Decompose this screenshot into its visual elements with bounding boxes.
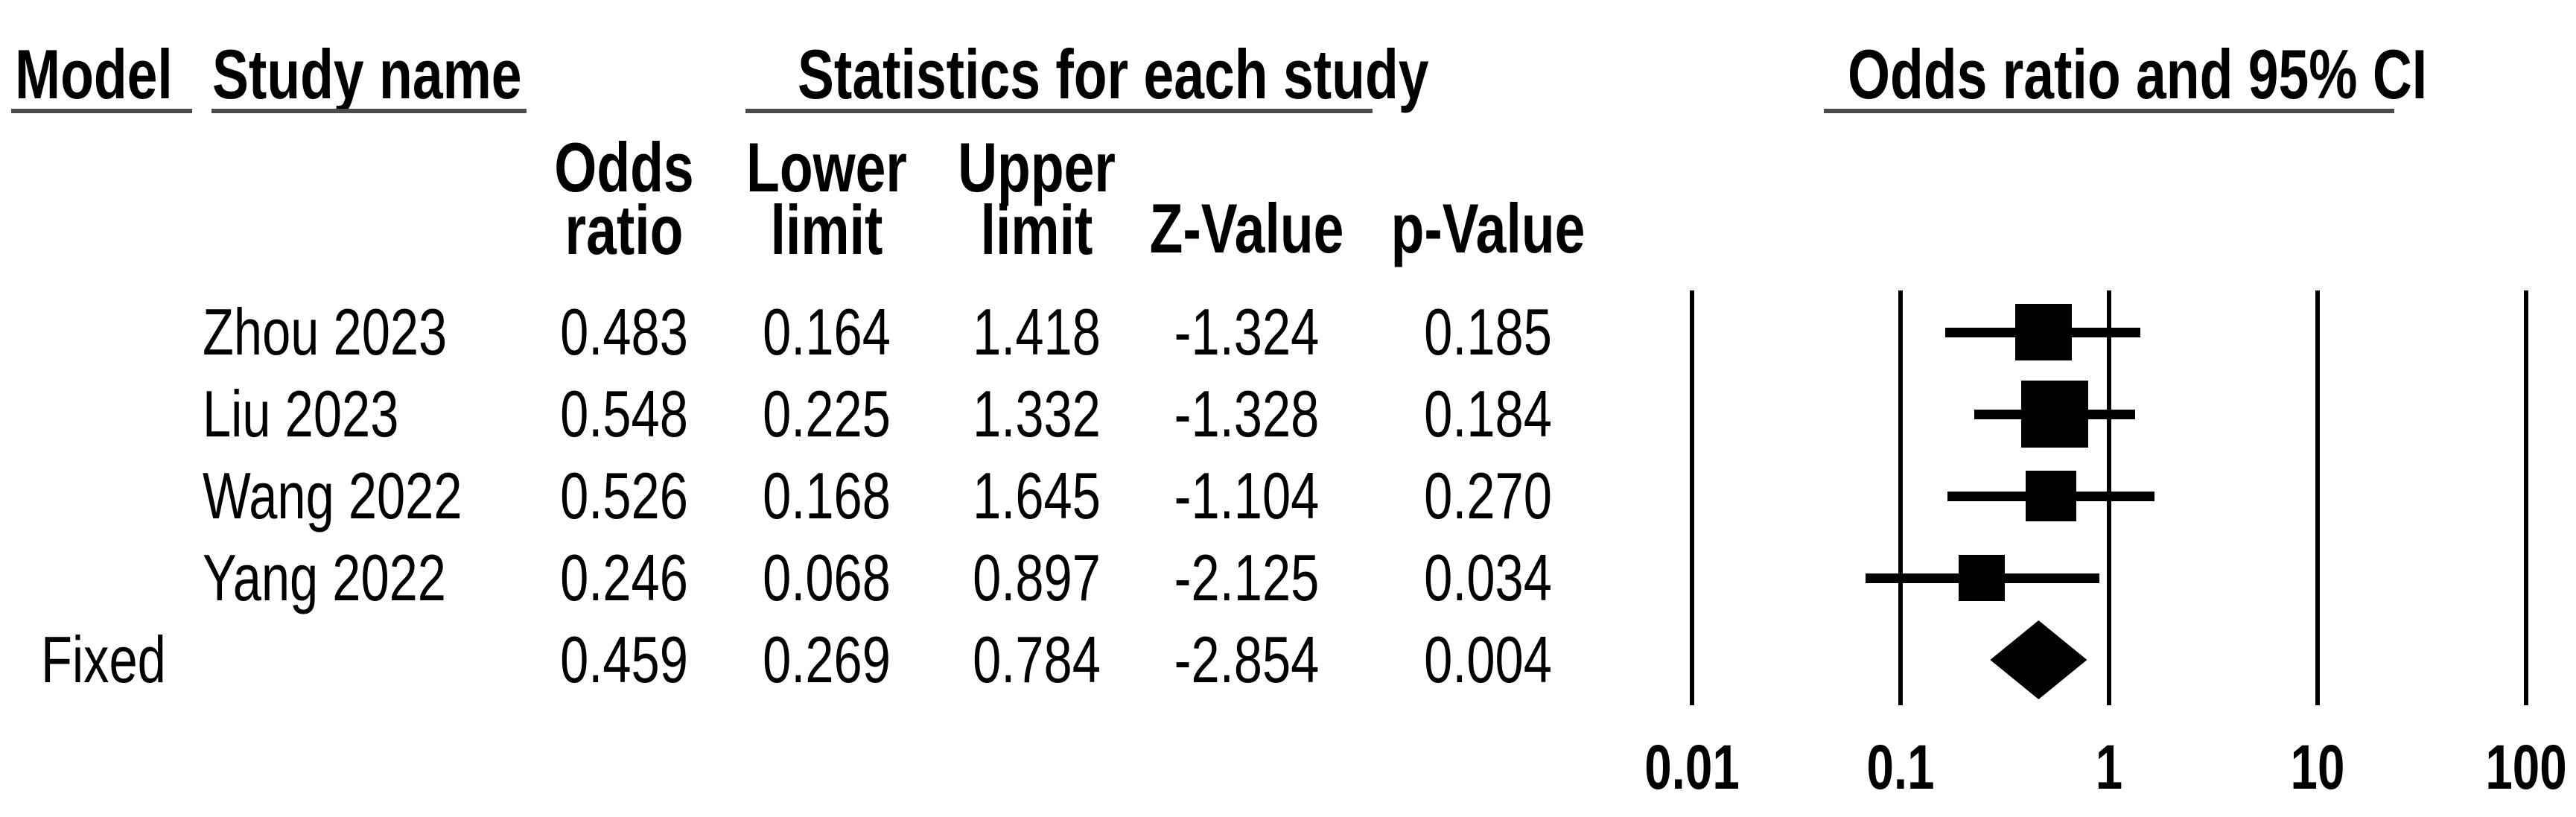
x-tick-label: 0.01: [1644, 732, 1740, 802]
z-value-cell: -1.324: [1174, 295, 1320, 369]
x-tick-label: 100: [2485, 732, 2567, 802]
study-column-header: Study name: [212, 35, 522, 113]
z-value-cell: -1.328: [1174, 377, 1320, 451]
study-cell: Wang 2022: [203, 459, 462, 533]
or-square-marker: [2014, 304, 2072, 360]
upper-limit-cell: 0.784: [973, 623, 1101, 696]
model-header-underline: [11, 109, 192, 113]
odds-ratio-cell: 0.526: [560, 459, 688, 533]
stats-column-header-limit: Lower limit: [746, 128, 907, 269]
x-tick-label: 0.1: [1866, 732, 1935, 802]
lower-limit-cell: 0.164: [763, 295, 891, 369]
z-value-cell: -1.104: [1174, 459, 1320, 533]
or-square-marker: [2020, 381, 2088, 448]
lower-limit-cell: 0.269: [763, 623, 891, 696]
p-value-cell: 0.184: [1424, 377, 1552, 451]
odds-ratio-cell: 0.459: [560, 623, 688, 696]
upper-limit-cell: 1.645: [973, 459, 1101, 533]
study-header-underline: [212, 109, 527, 113]
stats-header-underline: [745, 109, 1373, 113]
stats-group-header: Statistics for each study: [798, 35, 1429, 113]
x-tick-label: 10: [2290, 732, 2345, 802]
x-gridline: [2524, 290, 2528, 705]
x-gridline: [1898, 290, 1903, 705]
lower-limit-cell: 0.168: [763, 459, 891, 533]
upper-limit-cell: 1.332: [973, 377, 1101, 451]
x-gridline: [1690, 290, 1694, 705]
odds-ratio-cell: 0.246: [560, 541, 688, 614]
study-cell: Liu 2023: [203, 377, 399, 451]
study-cell: Yang 2022: [203, 541, 446, 614]
z-value-cell: -2.854: [1174, 623, 1320, 696]
p-value-cell: 0.034: [1424, 541, 1552, 614]
stats-column-header-limit: Upper limit: [958, 128, 1116, 269]
p-value-cell: 0.004: [1424, 623, 1552, 696]
or-square-marker: [2025, 471, 2076, 521]
x-gridline: [2315, 290, 2320, 705]
stats-column-header-z-value: Z-Value: [1149, 189, 1344, 267]
model-cell: Fixed: [41, 623, 166, 696]
stats-column-header-p-value: p-Value: [1390, 189, 1586, 267]
x-tick-label: 1: [2095, 732, 2123, 802]
upper-limit-cell: 0.897: [973, 541, 1101, 614]
plot-title: Odds ratio and 95% CI: [1848, 35, 2428, 113]
or-square-marker: [1959, 555, 2006, 601]
lower-limit-cell: 0.068: [763, 541, 891, 614]
odds-ratio-cell: 0.548: [560, 377, 688, 451]
odds-ratio-cell: 0.483: [560, 295, 688, 369]
z-value-cell: -2.125: [1174, 541, 1320, 614]
stats-column-header-ratio: Odds ratio: [554, 128, 694, 269]
lower-limit-cell: 0.225: [763, 377, 891, 451]
plot-title-underline: [1824, 109, 2394, 113]
summary-diamond-marker: [1990, 620, 2087, 699]
model-column-header: Model: [15, 35, 173, 113]
p-value-cell: 0.270: [1424, 459, 1552, 533]
upper-limit-cell: 1.418: [973, 295, 1101, 369]
study-cell: Zhou 2023: [203, 295, 448, 369]
p-value-cell: 0.185: [1424, 295, 1552, 369]
